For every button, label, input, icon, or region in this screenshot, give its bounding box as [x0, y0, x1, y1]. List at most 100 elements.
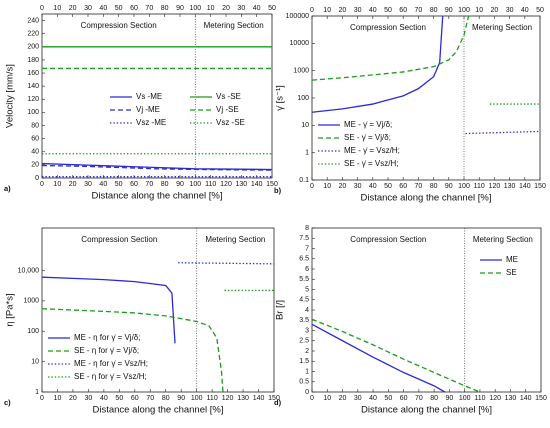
x-tick-label: 90: [445, 183, 453, 190]
y-tick-label: 100: [27, 328, 39, 335]
x-tick-label: 150: [534, 183, 546, 190]
top-tick-label: 70: [415, 7, 423, 14]
section-label: Compression Section: [350, 23, 426, 32]
plot-frame: [311, 15, 541, 181]
x-tick-label: 100: [191, 395, 203, 402]
x-tick-label: 30: [84, 181, 92, 188]
legend-label: ME - η for γ̇ = Vsz/H;: [74, 359, 148, 368]
top-tick-label: 80: [430, 7, 438, 14]
top-tick-label: 60: [130, 5, 138, 12]
legend-label: Vs -SE: [216, 92, 241, 101]
x-tick-label: 30: [354, 395, 362, 402]
legend-label: SE - η for γ̇ = Vj/δ;: [74, 346, 139, 355]
top-tick-label: 10: [53, 5, 61, 12]
top-tick-label: 20: [69, 5, 77, 12]
top-tick-label: 60: [399, 7, 407, 14]
series-line: [41, 276, 176, 344]
y-tick-label: 3.5: [299, 317, 309, 324]
plot-frame: [311, 227, 542, 393]
top-tick-label: 40: [369, 7, 377, 14]
x-tick-label: 60: [399, 183, 407, 190]
x-tick-label: 140: [520, 395, 532, 402]
top-tick-label: 20: [222, 5, 230, 12]
x-tick-label: 90: [177, 395, 185, 402]
panel-label: a): [4, 184, 11, 193]
legend-label: ME: [506, 255, 518, 264]
x-tick-label: 20: [69, 181, 77, 188]
legend-label: Vsz -ME: [136, 118, 166, 127]
y-tick-label: 0: [35, 175, 39, 182]
x-tick-label: 130: [504, 183, 516, 190]
legend-label: Vj -ME: [136, 105, 160, 114]
series-line: [178, 262, 275, 265]
x-tick-label: 40: [369, 183, 377, 190]
top-tick-label: 100: [458, 7, 470, 14]
top-tick-label: 30: [237, 5, 245, 12]
x-tick-label: 0: [310, 395, 314, 402]
plot-frame: [41, 227, 275, 393]
y-tick-label: 10000: [290, 40, 310, 47]
top-tick-label: 80: [161, 5, 169, 12]
top-tick-label: 70: [145, 5, 153, 12]
x-tick-label: 10: [53, 181, 61, 188]
x-tick-label: 30: [354, 183, 362, 190]
top-tick-label: 50: [268, 5, 276, 12]
x-tick-label: 140: [253, 395, 265, 402]
y-axis-label: γ̇ [s⁻¹]: [275, 85, 286, 111]
y-tick-label: 100: [297, 95, 309, 102]
top-tick-label: 40: [99, 5, 107, 12]
x-tick-label: 10: [323, 395, 331, 402]
x-tick-label: 110: [205, 181, 216, 188]
y-tick-label: 5: [305, 286, 309, 293]
x-tick-label: 60: [131, 395, 139, 402]
x-tick-label: 70: [415, 395, 423, 402]
section-label: Compression Section: [350, 235, 426, 244]
legend-label: ME - γ̇ = Vsz/H;: [344, 146, 400, 155]
x-tick-label: 70: [146, 395, 154, 402]
y-tick-label: 8: [305, 225, 309, 232]
x-tick-label: 90: [446, 395, 454, 402]
series-line: [41, 308, 224, 393]
x-tick-label: 50: [115, 181, 123, 188]
section-label: Compression Section: [81, 235, 157, 244]
x-axis-label: Distance along the channel [%]: [93, 405, 224, 416]
top-tick-label: 40: [521, 7, 529, 14]
x-tick-label: 150: [535, 395, 547, 402]
legend-label: ME - γ̇ = Vj/δ;: [344, 120, 392, 129]
x-tick-label: 20: [69, 395, 77, 402]
x-tick-label: 10: [54, 395, 62, 402]
y-tick-label: 200: [27, 44, 39, 51]
y-tick-label: 1: [35, 389, 39, 396]
x-tick-label: 120: [489, 395, 501, 402]
y-tick-label: 4.5: [299, 297, 309, 304]
x-tick-label: 100: [459, 395, 471, 402]
y-axis-label: Velocity [mm/s]: [5, 64, 16, 128]
x-tick-label: 40: [100, 395, 108, 402]
x-tick-label: 110: [207, 395, 218, 402]
y-tick-label: 5.5: [299, 276, 309, 283]
section-label: Metering Section: [473, 235, 533, 244]
y-tick-label: 10: [31, 358, 39, 365]
legend-label: Vsz -SE: [216, 118, 245, 127]
top-tick-label: 0: [40, 5, 44, 12]
top-tick-label: 20: [339, 7, 347, 14]
x-axis-label: Distance along the channel [%]: [92, 191, 223, 202]
y-tick-label: 0: [305, 389, 309, 396]
y-tick-label: 1000: [23, 298, 39, 305]
x-tick-label: 80: [430, 183, 438, 190]
y-tick-label: 100000: [286, 13, 309, 20]
y-tick-label: 3: [305, 327, 309, 334]
y-tick-label: 1: [305, 368, 309, 375]
plot-frame: [41, 13, 273, 179]
y-tick-label: 1000: [293, 68, 309, 75]
y-tick-label: 1.5: [299, 358, 309, 365]
section-label: Metering Section: [205, 235, 265, 244]
x-tick-label: 150: [266, 181, 278, 188]
legend-label: SE - γ̇ = Vj/δ;: [344, 133, 391, 142]
panel-label: c): [4, 398, 11, 407]
top-tick-label: 30: [354, 7, 362, 14]
series-line: [311, 15, 470, 81]
x-tick-label: 100: [189, 181, 201, 188]
x-tick-label: 130: [505, 395, 517, 402]
top-tick-label: 90: [445, 7, 453, 14]
